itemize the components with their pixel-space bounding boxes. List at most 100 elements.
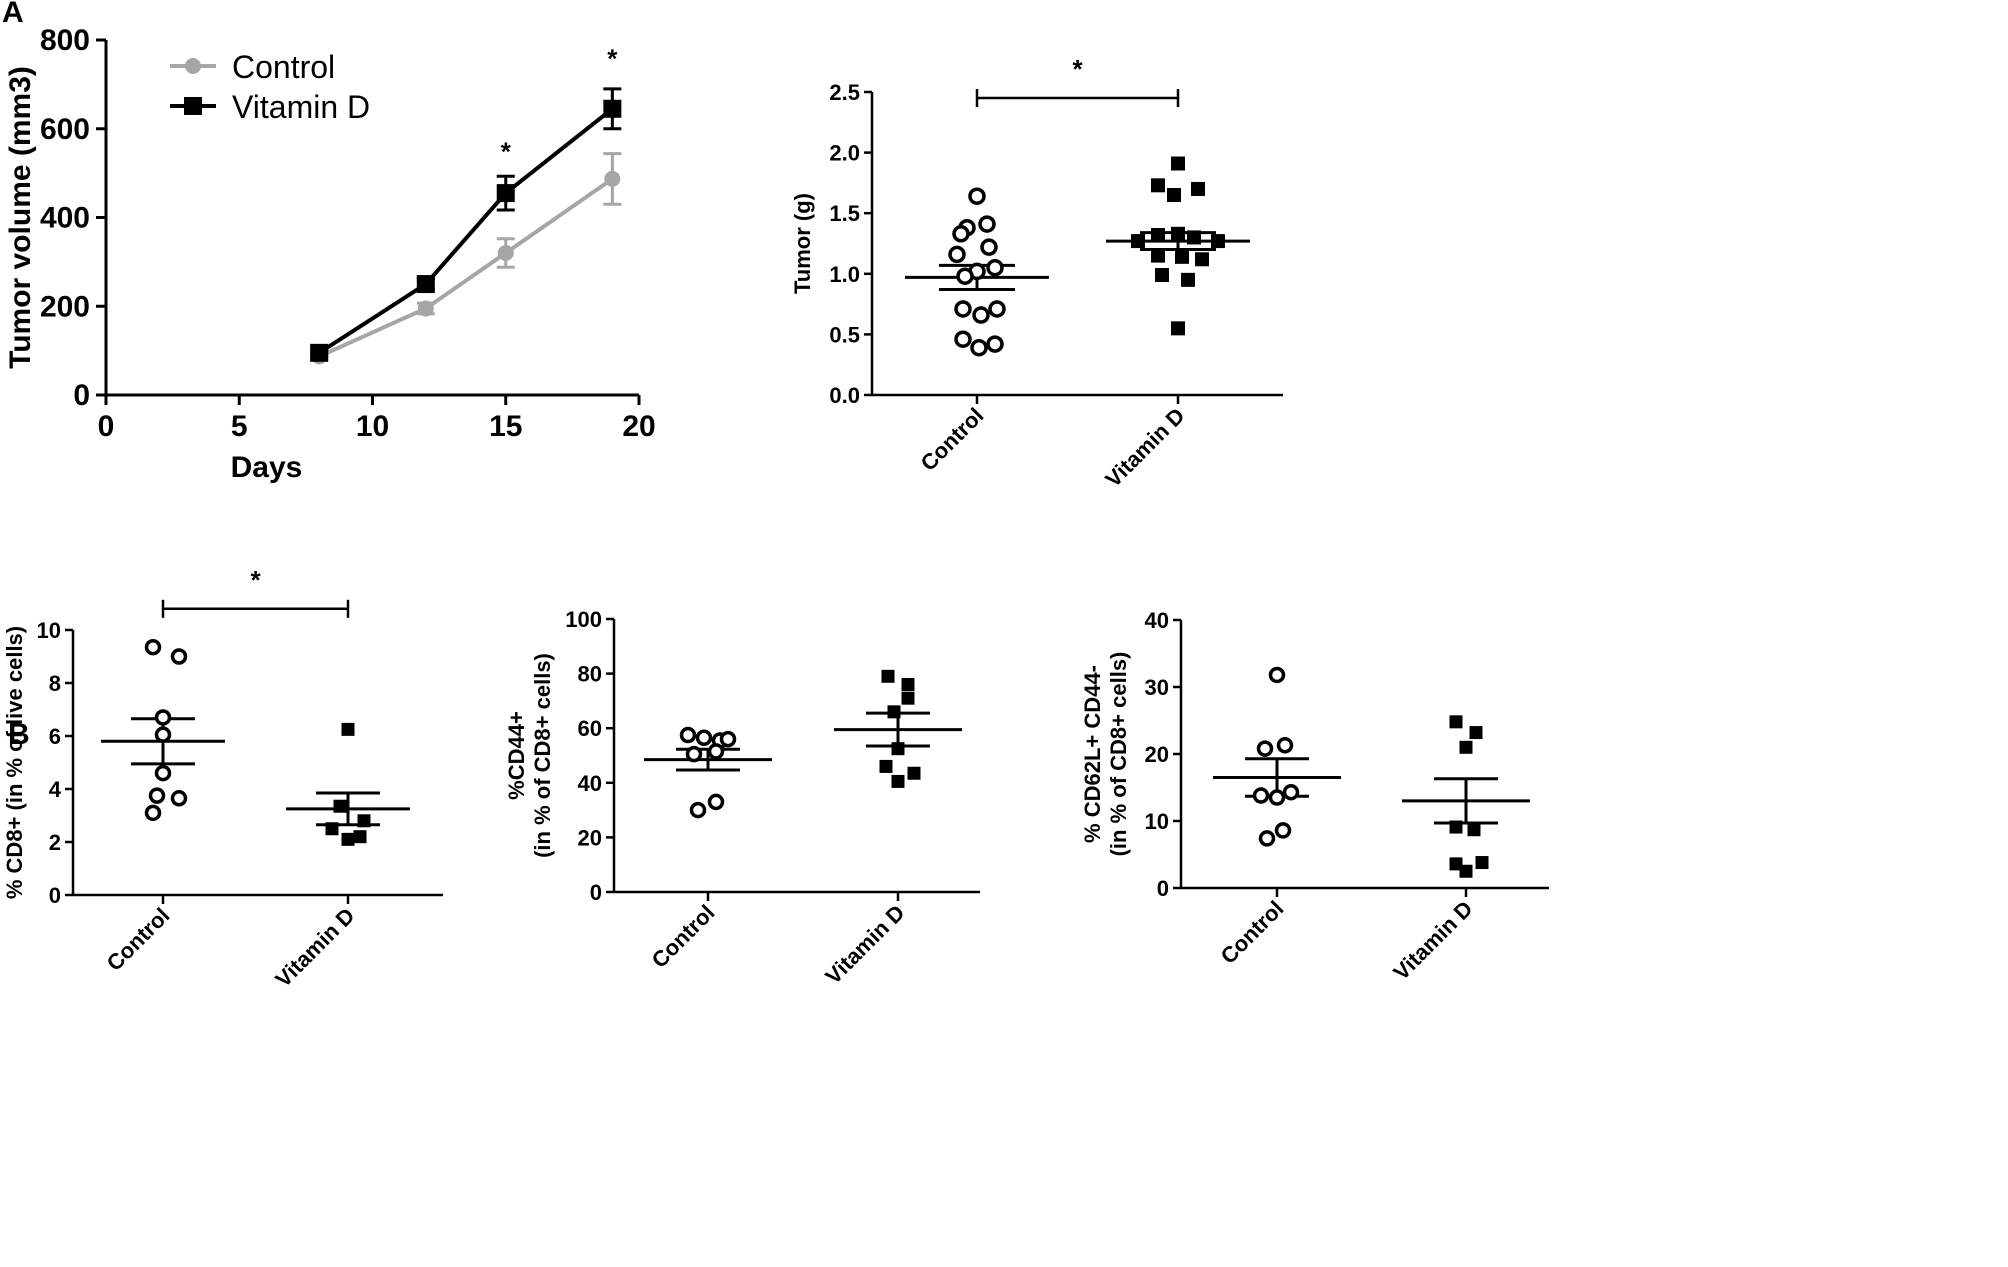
data-point-control <box>980 238 998 256</box>
data-point-control <box>170 790 188 807</box>
data-point-control <box>154 726 172 743</box>
y-tick-label: 0 <box>49 883 61 908</box>
data-point-control <box>986 335 1004 353</box>
x-tick-label: Control <box>102 903 175 976</box>
data-point-vitamin-d <box>1459 864 1473 878</box>
x-tick-label: Vitamin D <box>270 903 359 992</box>
legend-label: Control <box>232 49 335 85</box>
chart-tumor-growth: 0 200 400 600 800 0 5 10 15 20 Days Tumor volume (m… <box>4 24 656 484</box>
data-point-control <box>148 787 166 804</box>
data-point-vitamin-d <box>1467 823 1481 837</box>
data-point-control <box>952 225 970 243</box>
data-point-control <box>1268 789 1286 806</box>
series-line-vitamin-d <box>318 107 614 355</box>
x-tick-label: 5 <box>231 410 248 443</box>
y-axis-title: % CD62L+ CD44- <box>1080 665 1105 843</box>
data-point-vitamin-d <box>1459 740 1473 754</box>
x-tick-label: 15 <box>489 410 522 443</box>
data-point-vitamin-d <box>1211 234 1225 249</box>
legend-marker-control <box>185 58 201 74</box>
x-tick-label: Vitamin D <box>820 900 909 989</box>
data-point-vitamin-d <box>1449 857 1463 871</box>
data-point-control <box>707 793 725 811</box>
data-point-vitamin-d <box>341 722 355 736</box>
data-point-control <box>986 258 1004 277</box>
y-tick-label: 10 <box>1145 809 1169 834</box>
data-point-control <box>1276 737 1294 754</box>
data-point-control <box>144 638 162 656</box>
data-point-control <box>978 215 996 233</box>
data-point-vitamin-d <box>1131 234 1145 249</box>
data-point-vitamin-d <box>1171 156 1185 171</box>
point-vitamin-d <box>603 99 622 118</box>
data-point-control <box>956 267 974 285</box>
point-control <box>417 300 434 317</box>
data-point-vitamin-d <box>1171 226 1185 241</box>
point-vitamin-d <box>496 184 515 203</box>
data-point-control <box>972 306 990 324</box>
point-vitamin-d <box>310 343 329 362</box>
legend-label: Vitamin D <box>232 89 370 125</box>
data-point-vitamin-d <box>1195 252 1209 267</box>
y-tick-label: 2.0 <box>829 141 860 166</box>
data-point-vitamin-d <box>879 759 893 773</box>
x-tick-label: 10 <box>356 410 389 443</box>
data-point-control <box>988 300 1006 318</box>
data-point-vitamin-d <box>907 766 921 780</box>
significance-star: * <box>607 43 618 73</box>
data-point-control <box>1258 830 1276 847</box>
y-axis-title: (in % of CD8+ cells) <box>1106 652 1131 857</box>
y-tick-label: 400 <box>40 202 90 235</box>
y-tick-label: 4 <box>49 777 62 802</box>
data-point-vitamin-d <box>325 822 339 836</box>
data-point-vitamin-d <box>1469 726 1483 740</box>
y-axis-title: (in % of CD8+ cells) <box>530 653 555 858</box>
data-point-control <box>170 648 188 665</box>
x-tick-label: Control <box>647 900 720 973</box>
y-tick-label: 20 <box>1145 742 1169 767</box>
y-axis-title: % CD8+ (in % of live cells) <box>2 626 27 899</box>
significance-star: * <box>250 565 261 595</box>
data-point-vitamin-d <box>901 678 915 692</box>
chart-cd44-percentage: 0 20 40 60 80 100 Control Vitamin D %CD44+ (in % … <box>504 607 980 989</box>
series-line-control <box>318 177 614 359</box>
legend-marker-vitamin-d <box>184 97 202 115</box>
data-point-control <box>685 745 703 763</box>
significance-star: * <box>1072 54 1083 84</box>
y-tick-label: 30 <box>1145 675 1169 700</box>
y-axis-title: Tumor (g) <box>790 193 815 294</box>
data-point-control <box>154 764 172 782</box>
y-tick-label: 6 <box>49 724 61 749</box>
x-tick-label: 0 <box>98 410 115 443</box>
y-tick-label: 2 <box>49 830 61 855</box>
data-point-vitamin-d <box>881 669 895 683</box>
data-point-vitamin-d <box>1151 228 1165 243</box>
data-point-vitamin-d <box>891 742 905 756</box>
data-point-vitamin-d <box>1151 248 1165 263</box>
data-point-control <box>968 187 986 205</box>
y-tick-label: 800 <box>40 24 90 57</box>
data-point-control <box>154 709 172 726</box>
data-point-control <box>689 801 707 819</box>
significance-star: * <box>501 137 512 167</box>
data-point-control <box>1252 787 1270 804</box>
data-point-control <box>1282 783 1300 801</box>
data-point-control <box>1274 822 1292 839</box>
y-tick-label: 80 <box>578 662 602 687</box>
y-tick-label: 40 <box>578 771 602 796</box>
chart-cd62l-cd44-percentage: 0 10 20 30 40 Control Vitamin D % CD62L+ CD44-(… <box>1080 608 1549 985</box>
data-point-vitamin-d <box>1175 249 1189 264</box>
data-point-vitamin-d <box>1167 188 1181 203</box>
panel-label-b: B <box>8 718 30 751</box>
data-point-control <box>1268 666 1286 684</box>
data-point-vitamin-d <box>1449 715 1463 729</box>
data-point-vitamin-d <box>887 705 901 719</box>
point-vitamin-d <box>416 275 435 294</box>
y-tick-label: 100 <box>565 607 602 632</box>
data-point-vitamin-d <box>1181 272 1195 287</box>
x-tick-label: 20 <box>622 410 655 443</box>
panel-label-a: A <box>2 0 24 29</box>
y-tick-label: 20 <box>578 825 602 850</box>
data-point-control <box>679 726 697 744</box>
